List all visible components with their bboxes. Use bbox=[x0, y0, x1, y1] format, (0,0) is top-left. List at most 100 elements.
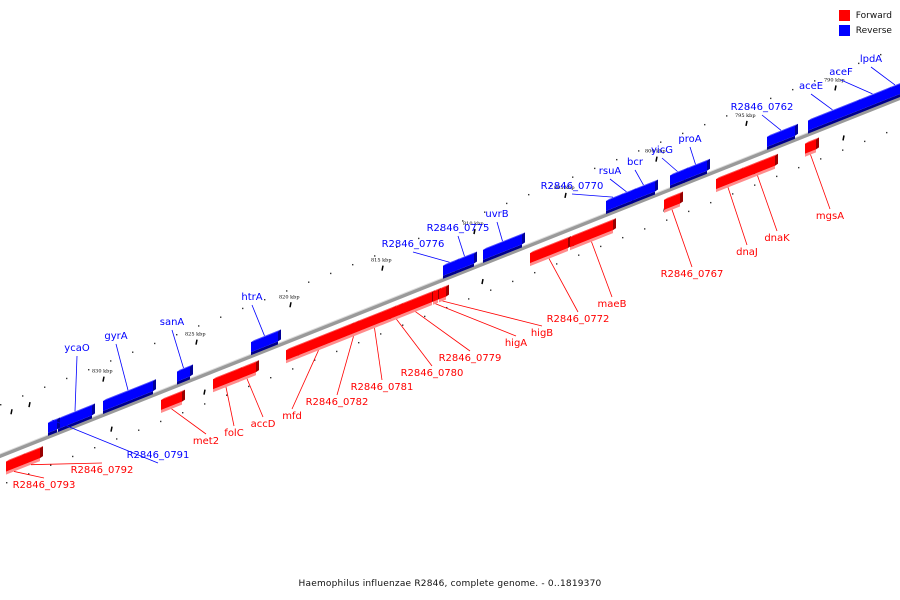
gene-htra-block bbox=[251, 329, 281, 356]
leader-line bbox=[415, 311, 471, 352]
leader-line bbox=[115, 343, 129, 391]
gene-r2846_0775-block bbox=[455, 251, 477, 275]
gene-label-r2846_0770: R2846_0770 bbox=[541, 181, 604, 192]
legend: Forward Reverse bbox=[838, 8, 892, 38]
leader-line bbox=[689, 146, 696, 165]
gene-label-r2846_0767: R2846_0767 bbox=[661, 269, 724, 280]
gene-dnak-block bbox=[740, 153, 778, 183]
gene-label-accd: accD bbox=[251, 419, 276, 430]
gene-label-maeb: maeB bbox=[598, 299, 627, 310]
leader-line bbox=[171, 329, 184, 369]
gene-label-dnaj: dnaJ bbox=[736, 247, 758, 258]
gene-sana-block bbox=[177, 364, 193, 385]
gene-label-r2846_0791: R2846_0791 bbox=[127, 450, 190, 461]
gene-label-r2846_0775: R2846_0775 bbox=[427, 223, 490, 234]
gene-label-dnak: dnaK bbox=[764, 233, 790, 244]
gene-label-mfd: mfd bbox=[282, 411, 302, 422]
gene-r2846_0792-block bbox=[22, 446, 43, 469]
gene-accd-block bbox=[238, 360, 259, 383]
leader-line bbox=[870, 66, 896, 86]
leader-line bbox=[13, 471, 45, 479]
gene-label-htra: htrA bbox=[241, 292, 262, 303]
gene-mfd-block bbox=[286, 322, 354, 364]
gene-label-r2846_0792: R2846_0792 bbox=[71, 465, 134, 476]
gene-label-ycao: ycaO bbox=[64, 343, 90, 354]
leader-line bbox=[52, 419, 159, 464]
leader-line bbox=[571, 193, 614, 198]
gene-label-uvrb: uvrB bbox=[485, 209, 508, 220]
leader-line bbox=[757, 175, 778, 232]
gene-label-proa: proA bbox=[678, 134, 701, 145]
leader-line bbox=[634, 169, 644, 186]
leader-line bbox=[496, 221, 503, 242]
tick-label: 820 kbp bbox=[279, 294, 300, 300]
leader-line bbox=[171, 408, 207, 435]
legend-forward: Forward bbox=[838, 8, 892, 23]
tick-label: 830 kbp bbox=[92, 369, 113, 375]
gene-label-gyra: gyrA bbox=[104, 331, 127, 342]
gene-r2846_0772-block bbox=[530, 236, 571, 267]
gene-uvrb-block bbox=[483, 232, 525, 263]
leader-line bbox=[810, 93, 833, 111]
forward-swatch bbox=[838, 10, 850, 21]
tick-label: 800 kbp bbox=[645, 149, 666, 155]
gene-label-r2846_0762: R2846_0762 bbox=[731, 102, 794, 113]
leader-line bbox=[671, 209, 693, 268]
gene-lpda-block bbox=[888, 83, 900, 102]
leader-line bbox=[374, 327, 383, 381]
label-leaders bbox=[13, 66, 896, 479]
leader-line bbox=[291, 350, 319, 410]
gene-label-r2846_0776: R2846_0776 bbox=[382, 239, 445, 250]
legend-reverse-label: Reverse bbox=[855, 25, 892, 36]
tick-label: 805 kbp bbox=[554, 185, 575, 191]
gene-label-r2846_0781: R2846_0781 bbox=[351, 382, 414, 393]
leader-line bbox=[435, 303, 517, 337]
gene-r2846_0781-block bbox=[356, 305, 396, 336]
gene-met2-block bbox=[161, 389, 185, 413]
leader-line bbox=[548, 258, 579, 313]
leader-line bbox=[810, 154, 831, 210]
gene-label-higb: higB bbox=[531, 328, 553, 339]
leader-line bbox=[661, 157, 678, 172]
gene-label-rsua: rsuA bbox=[599, 166, 622, 177]
gene-bcr-block bbox=[632, 179, 658, 204]
reverse-swatch bbox=[838, 25, 850, 36]
gene-r2846_0791-block bbox=[48, 417, 60, 436]
gene-ycao-block bbox=[58, 403, 95, 432]
gene-label-mgsa: mgsA bbox=[816, 211, 844, 222]
gene-label-r2846_0793: R2846_0793 bbox=[13, 480, 76, 491]
gene-label-r2846_0780: R2846_0780 bbox=[401, 368, 464, 379]
gene-labels: ycaO gyrA sanA htrA R2846_0776 R2846_0775 uvrB… bbox=[13, 54, 883, 491]
gene-label-higa: higA bbox=[505, 338, 527, 349]
gene-label-acef: aceF bbox=[829, 67, 853, 78]
gene-higb-block bbox=[439, 284, 449, 303]
leader-line bbox=[396, 319, 433, 367]
scale-ticks: 830 kbp 825 kbp 820 kbp 815 kbp 810 kbp 805 k… bbox=[10, 77, 845, 432]
gene-label-met2: met2 bbox=[193, 436, 219, 447]
leader-line bbox=[457, 235, 465, 257]
gene-label-lpda: lpdA bbox=[860, 54, 882, 65]
leader-line bbox=[30, 462, 103, 466]
gene-acee-block bbox=[808, 99, 860, 134]
gene-label-bcr: bcr bbox=[627, 157, 644, 168]
gene-r2846_0762-block bbox=[767, 123, 798, 150]
gene-proa-block bbox=[684, 158, 710, 183]
tick-label: 810 kbp bbox=[463, 221, 484, 227]
gene-r2846_0779-block bbox=[399, 290, 435, 319]
leader-line bbox=[609, 178, 627, 193]
leader-line bbox=[761, 114, 782, 131]
gene-label-yicg: yicG bbox=[651, 145, 673, 156]
gene-label-r2846_0779: R2846_0779 bbox=[439, 353, 502, 364]
tick-label: 825 kbp bbox=[185, 332, 206, 338]
leader-line bbox=[591, 241, 613, 298]
gene-label-acee: aceE bbox=[799, 81, 823, 92]
gene-label-folc: folC bbox=[224, 428, 243, 439]
gene-gyra-block bbox=[103, 379, 156, 415]
leader-line bbox=[251, 304, 265, 336]
genome-caption: Haemophilus influenzae R2846, complete g… bbox=[298, 579, 602, 589]
leader-line bbox=[840, 79, 873, 95]
leader-line bbox=[727, 187, 748, 246]
leader-line bbox=[74, 355, 78, 412]
gene-label-r2846_0782: R2846_0782 bbox=[306, 397, 369, 408]
